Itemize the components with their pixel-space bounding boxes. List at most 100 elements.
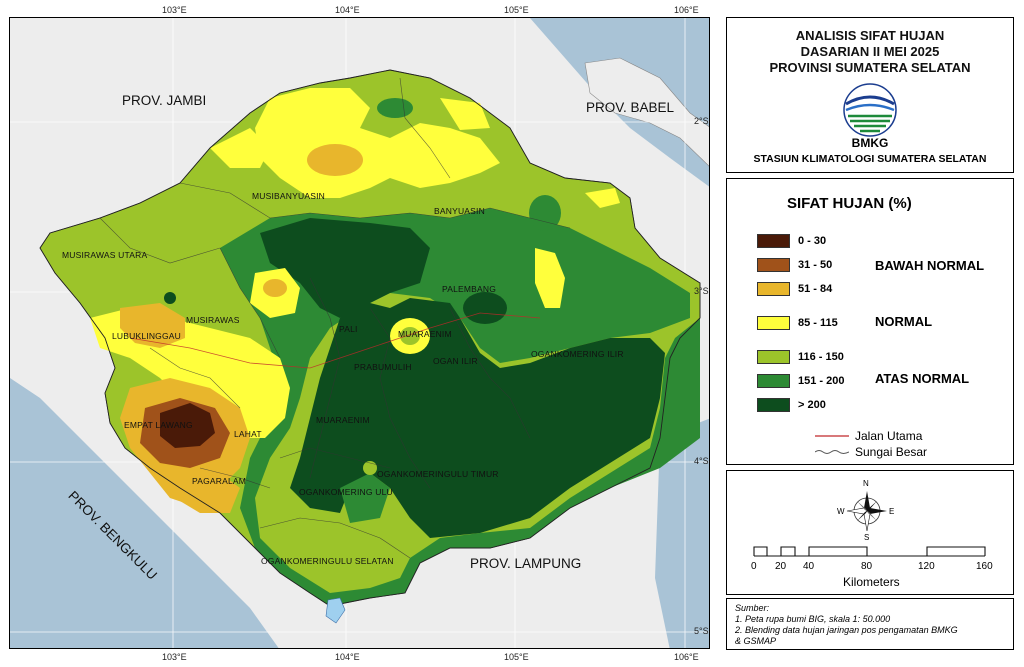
- province-sumsel: [39, 69, 701, 607]
- regency-boundaries: [99, 77, 571, 559]
- legend-road: Jalan Utama: [815, 429, 922, 443]
- lat-tick-4s-right: 4°S: [694, 456, 709, 466]
- compass-s-label: S: [864, 533, 870, 542]
- regency-label-muaraenim-south: MUARAENIM: [316, 415, 370, 425]
- scale-tick-160: 160: [976, 561, 993, 572]
- lon-tick-106-top: 106°E: [674, 5, 699, 15]
- lon-tick-104-top: 104°E: [335, 5, 360, 15]
- bangka-island: [584, 57, 709, 167]
- legend-range-gt-200: > 200: [798, 399, 826, 411]
- legend-river-label: Sungai Besar: [855, 445, 928, 459]
- regency-label-lubuklinggau: LUBUKLINGGAU: [112, 331, 182, 341]
- compass-n-label: N: [863, 479, 869, 488]
- legend-range-85-115: 85 - 115: [798, 317, 838, 329]
- legend-row-gt-200: > 200: [757, 397, 826, 413]
- scale-tick-0: 0: [751, 561, 757, 572]
- legend-range-51-84: 51 - 84: [798, 283, 833, 295]
- river-line-icon: [815, 450, 849, 454]
- legend-swatch-0-30: [757, 234, 790, 248]
- category-atas-normal: ATAS NORMAL: [875, 371, 970, 386]
- main-road: [129, 312, 541, 369]
- regency-label-banyuasin: BANYUASIN: [434, 206, 485, 216]
- regency-label-ogankomeringulu-selatan: OGANKOMERINGULU SELATAN: [261, 556, 394, 566]
- source-heading: Sumber:: [735, 603, 770, 613]
- map-title-line-3: PROVINSI SUMATERA SELATAN: [769, 60, 971, 75]
- legend-range-0-30: 0 - 30: [798, 235, 827, 247]
- province-outline: [39, 69, 701, 607]
- legend-swatch-51-84: [757, 282, 790, 296]
- regency-label-prabumulih: PRABUMULIH: [354, 362, 412, 372]
- scale-tick-20: 20: [775, 561, 787, 572]
- map-title-line-1: ANALISIS SIFAT HUJAN: [795, 28, 945, 43]
- legend-road-label: Jalan Utama: [855, 429, 923, 443]
- regency-label-pali: PALI: [339, 324, 358, 334]
- legend-swatch-116-150: [757, 350, 790, 364]
- legend-range-116-150: 116 - 150: [798, 351, 844, 363]
- legend-range-31-50: 31 - 50: [798, 259, 833, 271]
- category-normal: NORMAL: [875, 314, 933, 329]
- legend-row-51-84: 51 - 84: [757, 281, 832, 297]
- category-bawah-normal: BAWAH NORMAL: [875, 258, 985, 273]
- title-panel: ANALISIS SIFAT HUJAN DASARIAN II MEI 202…: [726, 17, 1014, 173]
- scale-unit: Kilometers: [843, 575, 900, 589]
- lon-tick-104-bottom: 104°E: [335, 652, 360, 662]
- road-line-icon: [815, 435, 849, 437]
- sea-southwest: [10, 378, 279, 648]
- scale-svg: [753, 491, 986, 557]
- legend-row-0-30: 0 - 30: [757, 233, 826, 249]
- lat-tick-3s-right: 3°S: [694, 286, 709, 296]
- regency-label-musirawas: MUSIRAWAS: [186, 315, 240, 325]
- map-svg: [10, 18, 709, 648]
- lon-tick-105-bottom: 105°E: [504, 652, 529, 662]
- compass-rose-icon: [846, 491, 887, 532]
- scale-panel: N S E W 0 20 40 80 120 160 Kilometers: [726, 470, 1014, 595]
- regency-label-ogankomering-ilir: OGANKOMERING ILIR: [531, 349, 624, 359]
- regency-label-ogankomering-ulu: OGANKOMERING ULU: [299, 487, 393, 497]
- map-title-line-2: DASARIAN II MEI 2025: [800, 44, 940, 59]
- legend-panel: SIFAT HUJAN (%) 0 - 30 31 - 50 51 - 84 8…: [726, 178, 1014, 465]
- compass-e-label: E: [889, 507, 895, 516]
- regency-label-ogankomeringulu-timur: OGANKOMERINGULU TIMUR: [377, 469, 499, 479]
- legend-swatch-151-200: [757, 374, 790, 388]
- scale-tick-120: 120: [918, 561, 935, 572]
- scale-bar-icon: [753, 546, 986, 557]
- regency-label-empat-lawang: EMPAT LAWANG: [124, 420, 193, 430]
- regency-label-pagaralam: PAGARALAM: [192, 476, 247, 486]
- regency-label-ogan-ilir: OGAN ILIR: [433, 356, 478, 366]
- legend-river: Sungai Besar: [815, 445, 927, 459]
- regency-label-muaraenim-north: MUARAENIM: [398, 329, 452, 339]
- station-name: STASIUN KLIMATOLOGI SUMATERA SELATAN: [753, 153, 987, 165]
- legend-title: SIFAT HUJAN (%): [787, 195, 912, 212]
- province-label-jambi: PROV. JAMBI: [122, 93, 207, 108]
- legend-swatch-31-50: [757, 258, 790, 272]
- legend-row-151-200: 151 - 200: [757, 373, 844, 389]
- lon-tick-105-top: 105°E: [504, 5, 529, 15]
- lat-tick-5s-right: 5°S: [694, 626, 709, 636]
- legend-row-116-150: 116 - 150: [757, 349, 844, 365]
- source-panel: Sumber: 1. Peta rupa bumi BIG, skala 1: …: [726, 598, 1014, 650]
- rainfall-map: 2°S 3°S 4°S 5°S PROV. JAMBI PROV. BABEL …: [9, 17, 710, 649]
- source-line-3: & GSMAP: [735, 636, 777, 646]
- legend-swatch-85-115: [757, 316, 790, 330]
- sea-southeast: [655, 418, 709, 648]
- compass-w-label: W: [837, 507, 845, 516]
- source-line-2: 2. Blending data hujan jaringan pos peng…: [735, 625, 958, 635]
- regency-label-lahat: LAHAT: [234, 429, 262, 439]
- legend-range-151-200: 151 - 200: [798, 375, 845, 387]
- province-label-babel: PROV. BABEL: [586, 100, 675, 115]
- lat-tick-2s-right: 2°S: [694, 116, 709, 126]
- scale-tick-80: 80: [861, 561, 873, 572]
- lake: [325, 597, 346, 624]
- lon-tick-103-bottom: 103°E: [162, 652, 187, 662]
- legend-swatch-gt-200: [757, 398, 790, 412]
- source-line-1: 1. Peta rupa bumi BIG, skala 1: 50.000: [735, 614, 891, 624]
- scale-tick-40: 40: [803, 561, 815, 572]
- lon-tick-103-top: 103°E: [162, 5, 187, 15]
- legend-row-31-50: 31 - 50: [757, 257, 832, 273]
- regency-label-musirawas-utara: MUSIRAWAS UTARA: [62, 250, 148, 260]
- legend-row-85-115: 85 - 115: [757, 315, 838, 331]
- bmkg-logo-icon: [843, 83, 897, 137]
- regency-label-musibanyuasin: MUSIBANYUASIN: [252, 191, 325, 201]
- regency-label-palembang: PALEMBANG: [442, 284, 497, 294]
